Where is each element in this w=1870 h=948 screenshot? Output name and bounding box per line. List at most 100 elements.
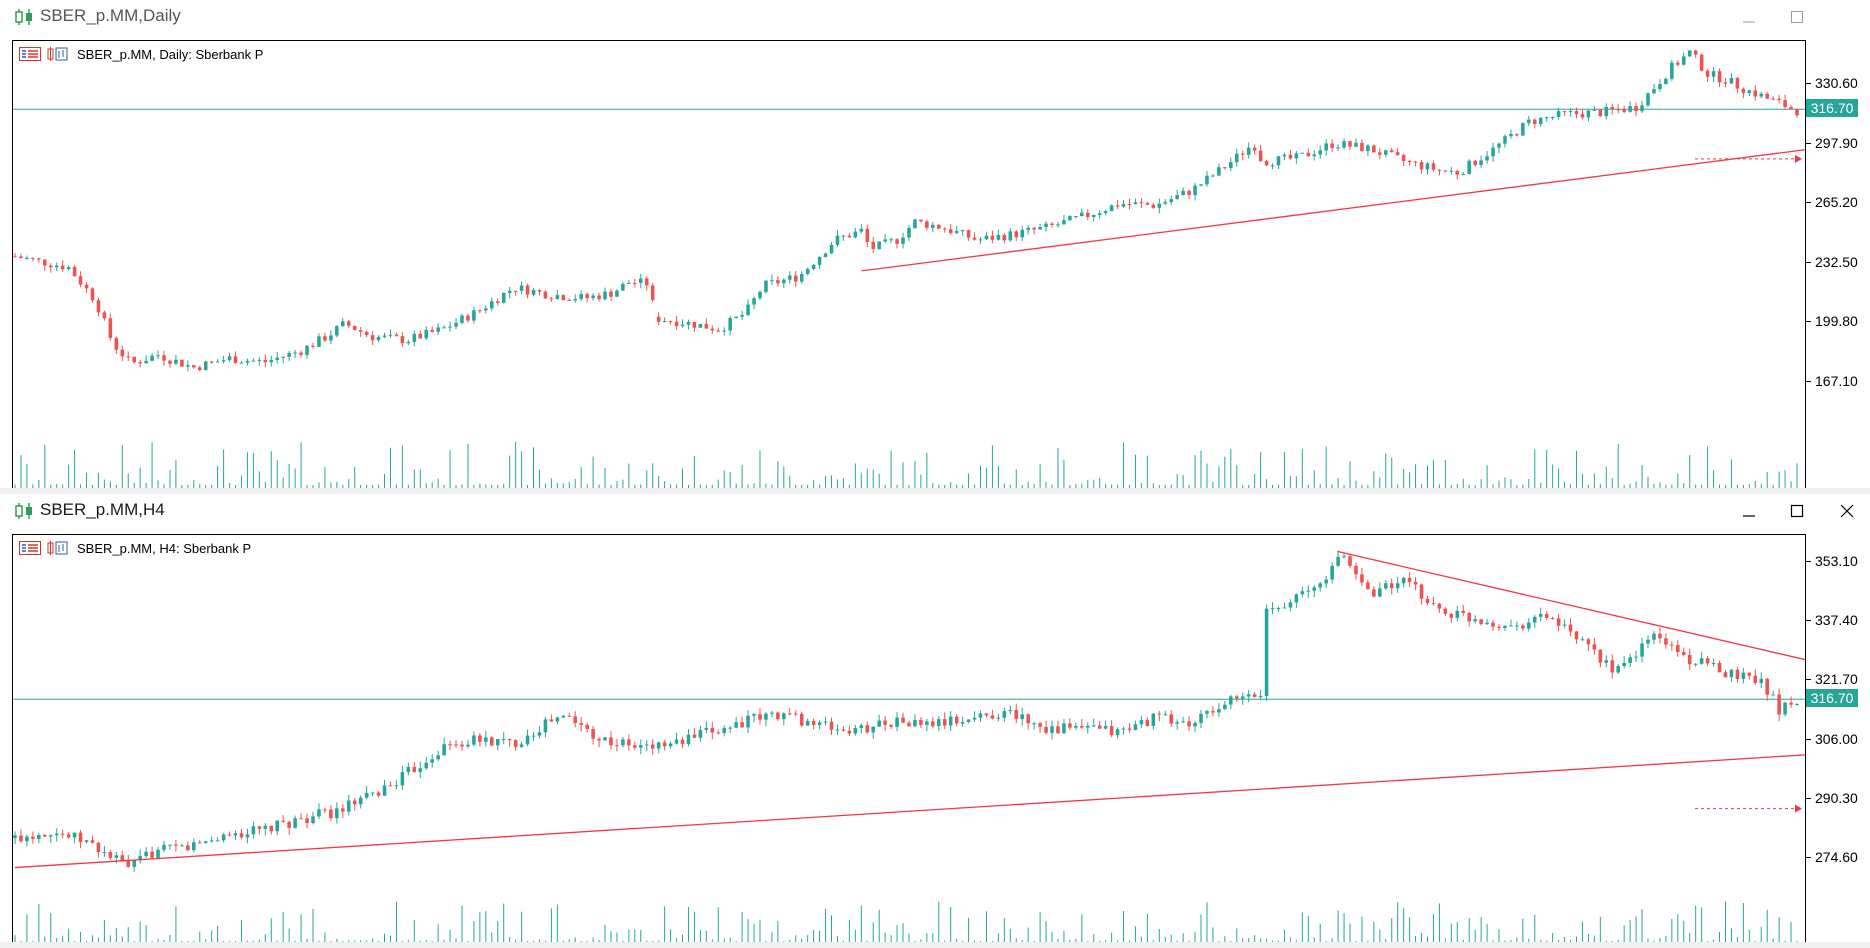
candle-body bbox=[823, 253, 828, 257]
price-tick: 167.10 bbox=[1806, 373, 1870, 389]
candle-body bbox=[412, 333, 417, 342]
candle-body bbox=[692, 734, 697, 738]
maximize-button[interactable] bbox=[1774, 0, 1820, 34]
candle-body bbox=[1085, 212, 1090, 217]
candle-body bbox=[1133, 724, 1138, 730]
daily-price-plot[interactable] bbox=[13, 41, 1805, 489]
candle-body bbox=[1455, 170, 1460, 175]
candle-body bbox=[1717, 663, 1722, 673]
candle-body bbox=[1169, 714, 1173, 724]
candle-body bbox=[776, 712, 780, 720]
candle-body bbox=[1646, 639, 1650, 644]
candle-body bbox=[341, 321, 345, 327]
minimize-button[interactable] bbox=[1726, 0, 1772, 34]
chart-header: SBER_p.MM, Daily: Sberbank P bbox=[19, 46, 263, 62]
candle-body bbox=[1676, 645, 1680, 653]
candle-body bbox=[1783, 702, 1787, 715]
candle-body bbox=[388, 334, 393, 336]
candle-body bbox=[1145, 202, 1150, 205]
tick-mark bbox=[1806, 261, 1811, 263]
candle-body bbox=[1199, 713, 1203, 724]
candle-body bbox=[1711, 663, 1716, 665]
candle-body bbox=[1771, 98, 1775, 100]
candle-body bbox=[1389, 583, 1394, 589]
candle-body bbox=[841, 235, 846, 237]
candle-body bbox=[400, 772, 405, 786]
candle-body bbox=[227, 834, 232, 836]
h4-chart-area[interactable]: SBER_p.MM, H4: Sberbank P bbox=[12, 534, 1806, 946]
h4-chart-window[interactable]: SBER_p.MM,H4 bbox=[0, 494, 1870, 948]
candle-body bbox=[1044, 223, 1048, 227]
candle-body bbox=[60, 265, 65, 270]
candle-body bbox=[1270, 608, 1275, 610]
candle-body bbox=[1038, 226, 1042, 230]
candle-body bbox=[859, 228, 864, 232]
candle-body bbox=[126, 860, 131, 867]
candle-body bbox=[1401, 577, 1406, 584]
candle-body bbox=[1670, 644, 1674, 646]
candle-body bbox=[1795, 703, 1799, 705]
candle-body bbox=[1276, 607, 1281, 609]
candle-body bbox=[1383, 150, 1388, 155]
tick-mark bbox=[1806, 679, 1811, 681]
candle-body bbox=[1658, 633, 1662, 639]
candle-body bbox=[60, 833, 65, 835]
candle-body bbox=[1372, 589, 1376, 597]
candle-body bbox=[114, 855, 119, 858]
candle-body bbox=[758, 714, 762, 720]
candle-body bbox=[1044, 726, 1048, 733]
chart-type-icon[interactable] bbox=[47, 47, 69, 61]
daily-price-scale[interactable]: 330.60 297.90 265.20 232.50 199.80 167.10 bbox=[1806, 40, 1870, 488]
close-button[interactable] bbox=[1824, 494, 1870, 528]
data-window-icon[interactable] bbox=[19, 47, 41, 61]
candle-body bbox=[1199, 184, 1203, 186]
candle-body bbox=[996, 717, 1001, 719]
candle-body bbox=[388, 785, 393, 787]
candle-body bbox=[1008, 710, 1013, 712]
candle-body bbox=[1115, 729, 1120, 736]
data-window-icon[interactable] bbox=[19, 541, 41, 555]
daily-chart-area[interactable]: SBER_p.MM, Daily: Sberbank P bbox=[12, 40, 1806, 490]
candle-body bbox=[1211, 175, 1215, 177]
candle-body bbox=[960, 722, 965, 724]
h4-price-plot[interactable] bbox=[13, 535, 1805, 945]
maximize-button[interactable] bbox=[1774, 494, 1820, 528]
candle-body bbox=[1026, 714, 1030, 724]
candle-body bbox=[1556, 618, 1561, 626]
candle-body bbox=[1366, 582, 1370, 590]
h4-price-scale[interactable]: 353.10 337.40 321.70 306.00 290.30 274.60 bbox=[1806, 534, 1870, 944]
candle-body bbox=[1217, 709, 1221, 713]
candle-body bbox=[1449, 613, 1454, 618]
candle-body bbox=[621, 739, 625, 746]
candle-body bbox=[847, 235, 852, 238]
candle-body bbox=[54, 265, 59, 268]
daily-window-titlebar[interactable]: SBER_p.MM,Daily bbox=[0, 0, 1870, 34]
candle-body bbox=[1074, 216, 1078, 218]
candle-body bbox=[609, 291, 613, 297]
candle-body bbox=[519, 285, 524, 291]
candle-body bbox=[472, 735, 476, 745]
candle-body bbox=[1515, 133, 1519, 136]
chart-type-icon[interactable] bbox=[47, 541, 69, 555]
candle-body bbox=[954, 231, 959, 234]
candle-body bbox=[948, 229, 953, 234]
candle-body bbox=[478, 735, 482, 742]
candle-body bbox=[215, 361, 220, 363]
candle-body bbox=[996, 234, 1001, 240]
candle-body bbox=[865, 725, 870, 733]
candle-body bbox=[1115, 205, 1120, 207]
candle-body bbox=[782, 713, 786, 720]
alert-arrow-icon bbox=[1795, 804, 1802, 813]
candle-body bbox=[48, 265, 53, 268]
candle-body bbox=[1234, 696, 1239, 699]
candle-body bbox=[1366, 145, 1370, 152]
h4-window-titlebar[interactable]: SBER_p.MM,H4 bbox=[0, 494, 1870, 528]
minimize-button[interactable] bbox=[1726, 494, 1772, 528]
candle-body bbox=[293, 352, 297, 354]
candle-body bbox=[1741, 88, 1746, 94]
candle-body bbox=[1020, 714, 1024, 720]
candle-body bbox=[1640, 105, 1644, 112]
daily-chart-window[interactable]: SBER_p.MM,Daily bbox=[0, 0, 1870, 490]
candle-body bbox=[1681, 652, 1686, 655]
tick-label: 306.00 bbox=[1815, 730, 1858, 747]
